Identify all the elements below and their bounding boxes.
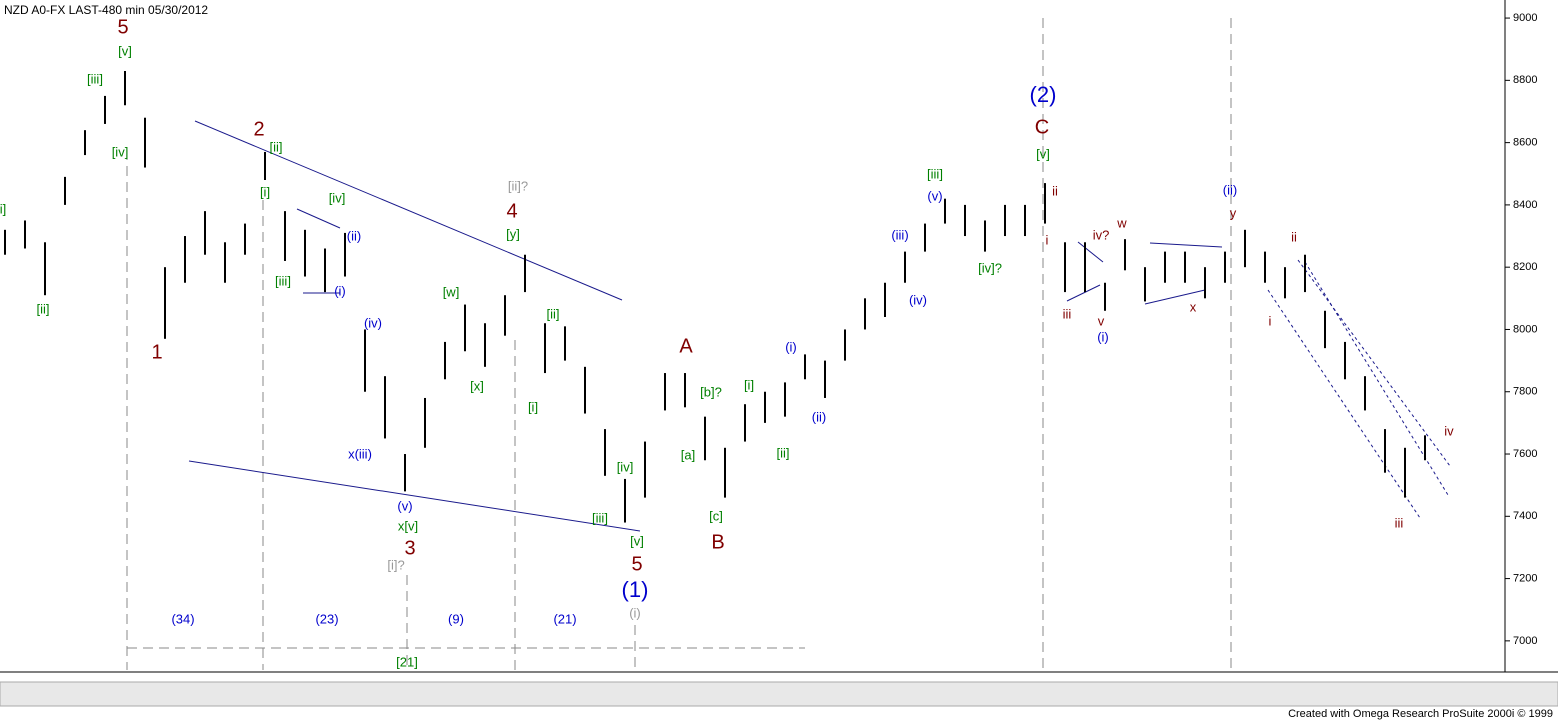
wave-label: (v) [927,188,942,203]
wave-label: [ii]? [508,178,528,193]
y-tick-label: 9000 [1513,12,1537,24]
y-tick-label: 7600 [1513,448,1537,460]
wave-label: (2) [1030,82,1057,107]
wave-label: i] [0,201,6,216]
wave-label: y [1230,205,1237,220]
wave-label: [v] [1036,146,1050,161]
wave-label: A [679,335,693,357]
wave-label: 3 [404,537,415,559]
wave-label: [v] [630,533,644,548]
wave-label: [w] [443,284,460,299]
wave-label: [iv] [329,190,346,205]
wave-label: [ii] [547,306,560,321]
chart-title: NZD A0-FX LAST-480 min 05/30/2012 [4,3,208,17]
wave-label: iii [1395,515,1404,530]
wave-label: (ii) [347,228,361,243]
wave-label: [iii] [592,510,608,525]
y-tick-label: 8800 [1513,74,1537,86]
y-tick-label: 8600 [1513,137,1537,149]
wave-label: [ii] [270,139,283,154]
wave-label: iii [1063,306,1072,321]
wave-label: (iv) [364,315,382,330]
y-tick-label: 7800 [1513,386,1537,398]
wave-label: 5 [631,553,642,575]
y-tick-label: 7200 [1513,572,1537,584]
wave-label: 2 [253,118,264,140]
wave-label: [ii] [37,301,50,316]
wave-label: [iii] [927,166,943,181]
wave-label: (23) [315,611,338,626]
wave-label: 1 [151,341,162,363]
wave-label: (i) [1097,329,1109,344]
wave-label: [b]? [700,384,722,399]
time-markers [126,18,1232,670]
trendlines [188,120,1451,532]
wave-label: x [1190,299,1197,314]
y-tick-label: 7400 [1513,510,1537,522]
y-tick-label: 8400 [1513,199,1537,211]
y-tick-label: 8200 [1513,261,1537,273]
wave-label: [21] [396,654,418,669]
wave-label: (9) [448,611,464,626]
wave-label: iv? [1093,227,1110,242]
wave-label: [y] [506,226,520,241]
wave-label: (ii) [812,409,826,424]
wave-label: iv [1444,423,1454,438]
wave-label: ii [1291,229,1297,244]
wave-label: [iv]? [978,260,1002,275]
wave-label: [i] [744,377,754,392]
wave-label: 4 [506,200,517,222]
wave-label: 5 [117,16,128,38]
wave-label: [a] [681,447,695,462]
wave-label: (i) [629,605,641,620]
wave-label: (i) [334,283,346,298]
y-tick-label: 8000 [1513,323,1537,335]
scrollbar[interactable] [0,681,1558,707]
wave-label: [i]? [387,557,404,572]
wave-label: (21) [553,611,576,626]
wave-label: [x] [470,378,484,393]
wave-label: [iv] [617,459,634,474]
wave-label: (i) [785,339,797,354]
wave-label: [c] [709,508,723,523]
wave-label: [iv] [112,144,129,159]
wave-label: (ii) [1223,182,1237,197]
footer: Created with Omega Research ProSuite 200… [1288,708,1553,720]
wave-label: w [1116,215,1127,230]
wave-label: [v] [118,43,132,58]
wave-label: x[v] [398,518,418,533]
wave-label: (v) [397,498,412,513]
wave-label: [ii] [777,445,790,460]
wave-label: C [1035,116,1049,138]
wave-label: [i] [528,399,538,414]
wave-label: (iii) [891,227,908,242]
wave-label: i [1046,232,1049,247]
wave-label: [iii] [275,273,291,288]
wave-label: (iv) [909,292,927,307]
wave-label: ii [1052,183,1058,198]
wave-label: [iii] [87,71,103,86]
y-tick-label: 7000 [1513,635,1537,647]
wave-label: i [1269,313,1272,328]
wave-label: B [711,531,724,553]
wave-label: (1) [622,577,649,602]
wave-label: [i] [260,184,270,199]
wave-label: v [1098,313,1105,328]
wave-label: x(iii) [348,446,372,461]
wave-label: (34) [171,611,194,626]
